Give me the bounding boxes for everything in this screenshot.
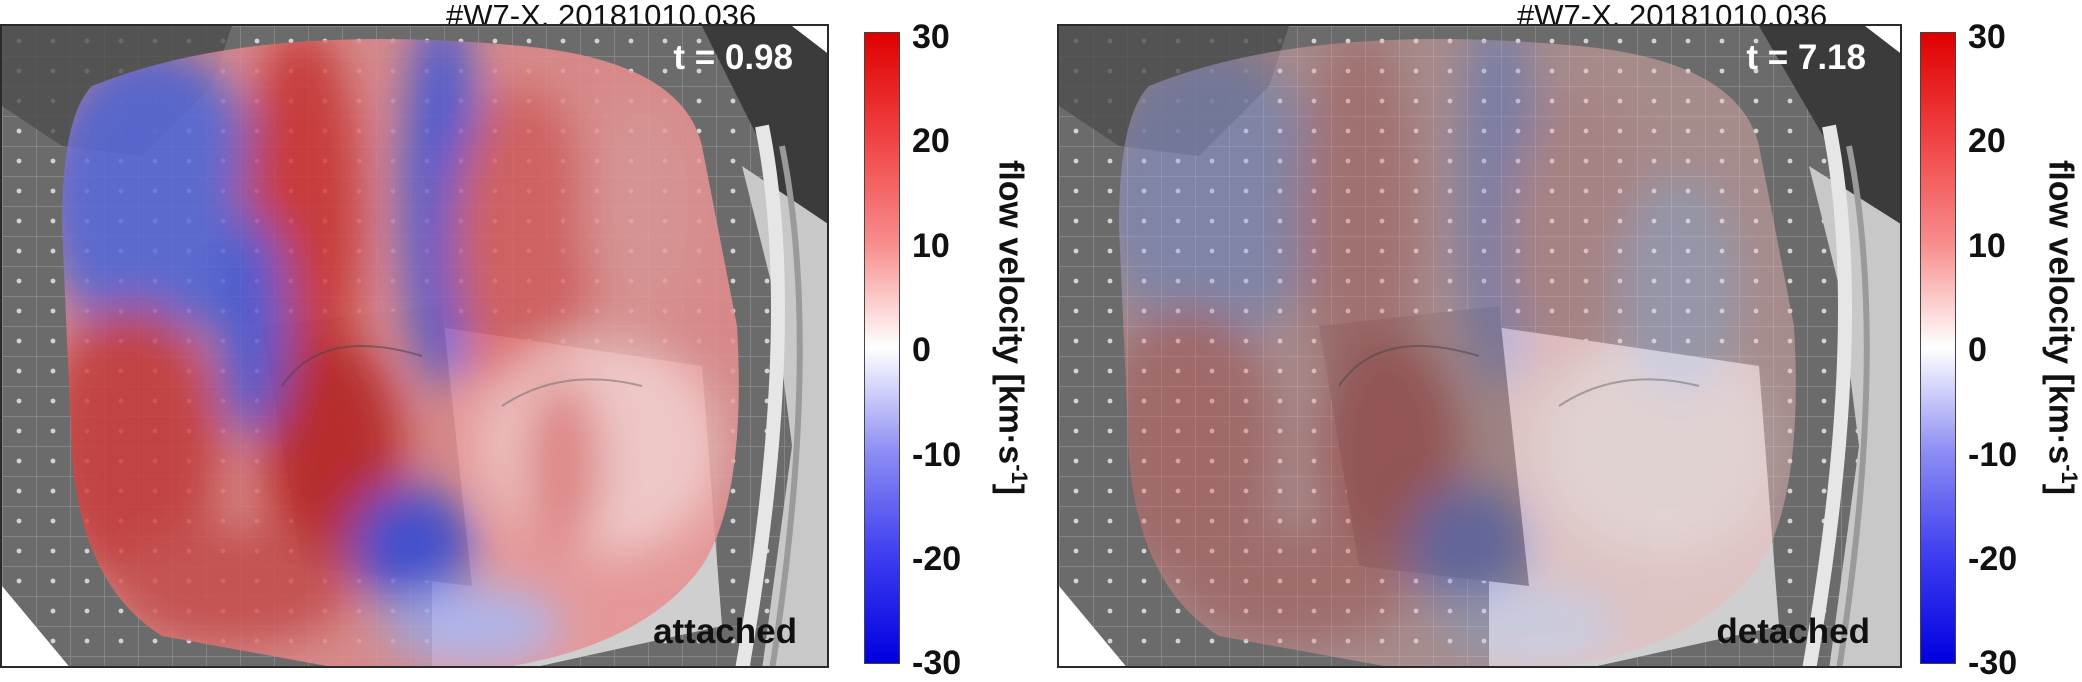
colorbar-tick-minus-20: -20 <box>912 540 962 578</box>
image-panel-right: t = 7.18 detached <box>1057 24 1902 668</box>
colorbar-tick-20: 20 <box>912 122 950 160</box>
colorbar-tick-20: 20 <box>1968 122 2006 160</box>
colorbar-tick-0: 0 <box>912 331 931 369</box>
camera-image-right <box>1059 26 1900 666</box>
time-label-left: t = 0.98 <box>673 38 793 77</box>
colorbar-tick-10: 10 <box>912 227 950 265</box>
flow-overlay-left <box>62 39 739 666</box>
colorbar-tick-minus-30: -30 <box>1968 644 2018 682</box>
colorbar-tick-0: 0 <box>1968 331 1987 369</box>
colorbar-tick-10: 10 <box>1968 227 2006 265</box>
camera-image-left <box>2 26 827 666</box>
colorbar-tick-minus-20: -20 <box>1968 540 2018 578</box>
colorbar-tick-30: 30 <box>912 18 950 56</box>
flow-overlay-right <box>1119 39 1796 666</box>
colorbar-right <box>1920 32 1956 664</box>
time-label-right: t = 7.18 <box>1746 38 1866 77</box>
state-label-left: attached <box>653 612 797 651</box>
colorbar-label-left: flow velocity [km·s-1] <box>991 160 1032 496</box>
colorbar-tick-minus-30: -30 <box>912 644 962 682</box>
colorbar-tick-minus-10: -10 <box>1968 436 2018 474</box>
colorbar-left <box>864 32 900 664</box>
colorbar-label-right: flow velocity [km·s-1] <box>2041 160 2082 496</box>
colorbar-tick-minus-10: -10 <box>912 436 962 474</box>
state-label-right: detached <box>1716 612 1870 651</box>
colorbar-tick-30: 30 <box>1968 18 2006 56</box>
image-panel-left: t = 0.98 attached <box>0 24 829 668</box>
